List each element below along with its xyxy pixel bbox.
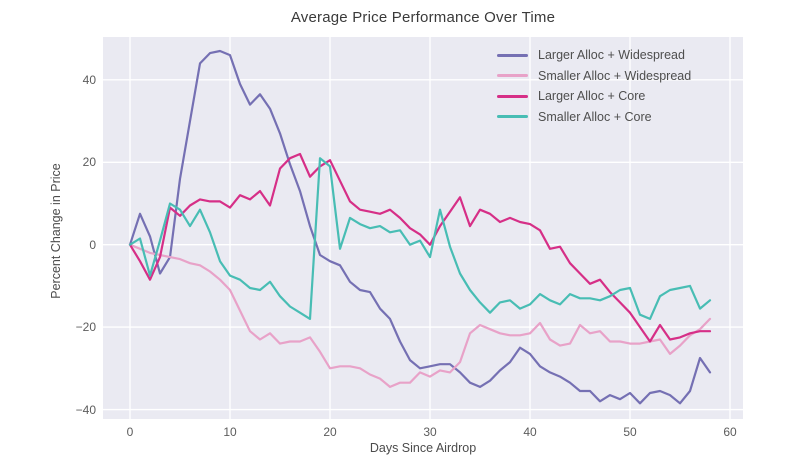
legend-row: Smaller Alloc + Widespread — [497, 68, 691, 84]
legend-swatch-icon — [497, 74, 528, 77]
legend-row: Smaller Alloc + Core — [497, 109, 691, 125]
y-tick-label: 40 — [82, 72, 96, 87]
legend-swatch-icon — [497, 115, 528, 118]
x-tick-label: 10 — [223, 425, 237, 439]
plot-area — [103, 37, 743, 419]
legend-label: Smaller Alloc + Widespread — [538, 68, 692, 83]
x-tick-label: 40 — [523, 425, 537, 439]
y-tick-label: −40 — [75, 402, 96, 417]
series-line-smaller-alloc-core — [128, 157, 712, 320]
x-tick-label: 0 — [126, 425, 134, 439]
legend-label: Larger Alloc + Widespread — [538, 48, 685, 62]
y-tick-label: −20 — [75, 320, 96, 335]
series-line-larger-alloc-widespread — [128, 49, 712, 405]
legend: Larger Alloc + Widespread Smaller Alloc +… — [497, 47, 691, 125]
y-tick-label: 20 — [82, 155, 96, 170]
legend-row: Larger Alloc + Widespread — [497, 47, 691, 63]
legend-label: Smaller Alloc + Core — [538, 109, 652, 124]
plot-background — [103, 37, 743, 419]
chart-title: Average Price Performance Over Time — [290, 9, 556, 26]
legend-label: Larger Alloc + Core — [538, 89, 646, 103]
y-tick-label: 0 — [89, 237, 96, 252]
x-tick-label: 20 — [323, 425, 337, 439]
legend-row: Larger Alloc + Core — [497, 88, 691, 104]
series-line-smaller-alloc-widespread — [128, 243, 712, 388]
x-tick-label: 30 — [423, 425, 437, 439]
legend-swatch-icon — [497, 94, 528, 98]
series-line-larger-alloc-core — [128, 152, 712, 343]
x-axis-label: Days Since Airdrop — [369, 441, 477, 455]
legend-swatch-icon — [497, 53, 528, 57]
x-tick-label: 60 — [723, 425, 737, 439]
x-tick-label: 50 — [623, 425, 637, 439]
